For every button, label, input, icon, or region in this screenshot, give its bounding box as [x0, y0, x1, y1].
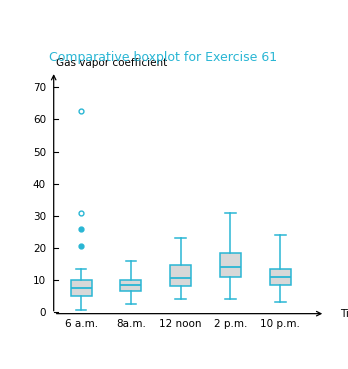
PathPatch shape — [170, 265, 191, 286]
PathPatch shape — [120, 280, 141, 291]
Text: Gas vapor coefficient: Gas vapor coefficient — [56, 58, 167, 68]
PathPatch shape — [71, 280, 92, 296]
Text: Time: Time — [340, 308, 348, 319]
PathPatch shape — [220, 253, 241, 277]
PathPatch shape — [270, 269, 291, 285]
Text: Comparative boxplot for Exercise 61: Comparative boxplot for Exercise 61 — [49, 51, 277, 64]
